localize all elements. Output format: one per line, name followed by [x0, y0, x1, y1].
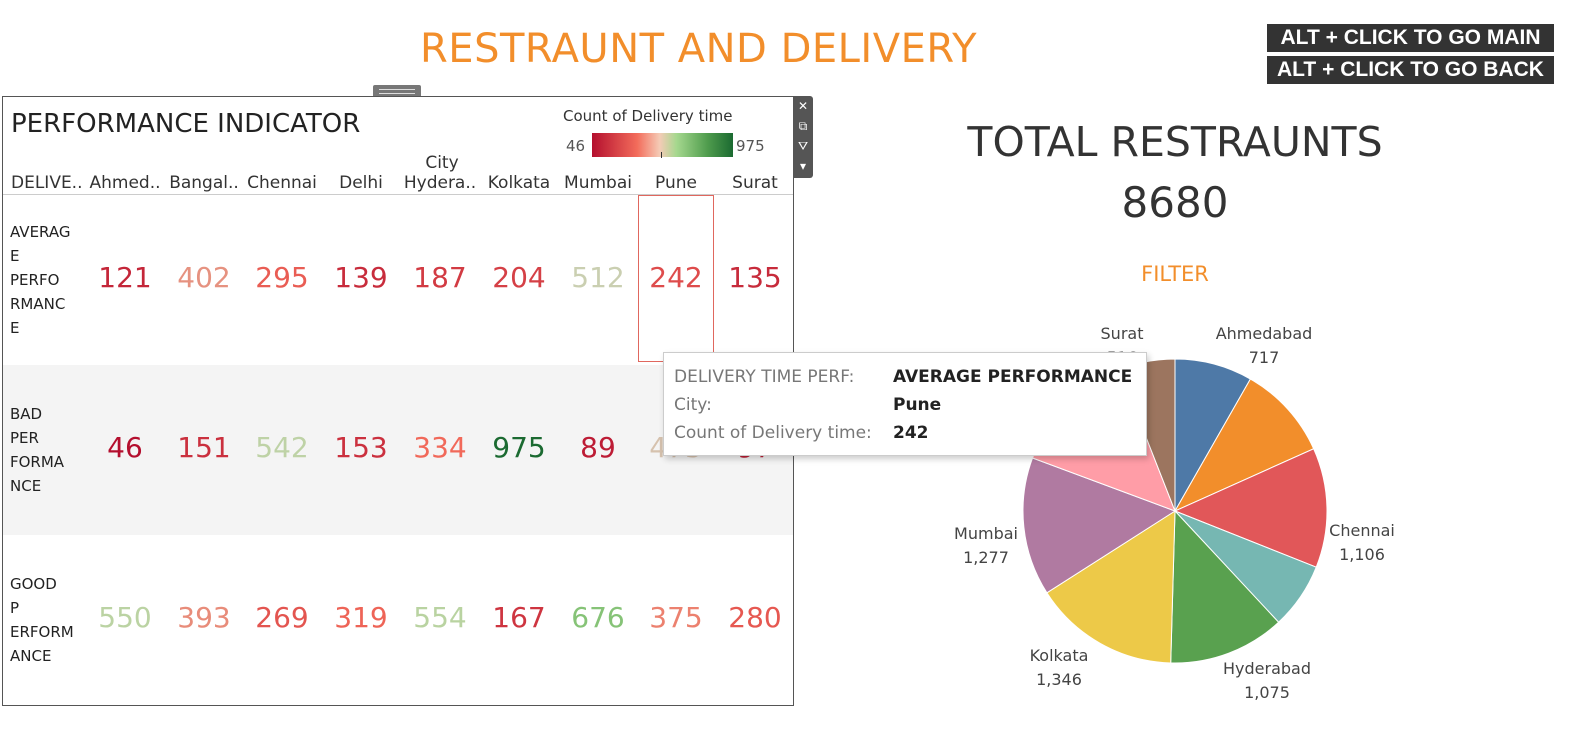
heatmap-cell[interactable]: 319 [334, 601, 388, 634]
filter-icon[interactable]: ⛛ [797, 139, 809, 153]
panel-toolbar: ✕ ⧉ ⛛ ▾ [793, 96, 813, 178]
color-legend-title: Count of Delivery time [563, 107, 733, 125]
kpi-value: 8680 [1121, 178, 1229, 227]
pie-label-name: Hyderabad [1223, 659, 1311, 678]
heatmap-cell[interactable]: 676 [571, 601, 625, 634]
kpi-label: TOTAL RESTRAUNTS [967, 118, 1383, 166]
heatmap-cell[interactable]: 334 [413, 431, 467, 464]
heatmap-row [3, 535, 793, 705]
heatmap-tooltip: DELIVERY TIME PERF: AVERAGE PERFORMANCE … [663, 352, 1147, 456]
color-legend-max: 975 [736, 137, 765, 155]
performance-indicator-panel: PERFORMANCE INDICATOR Count of Delivery … [2, 96, 794, 706]
pie-label-name: Kolkata [1030, 646, 1089, 665]
heatmap-row [3, 195, 793, 365]
pie-slice-bangalore[interactable] [1173, 378, 1315, 513]
tooltip-value: 242 [893, 423, 929, 443]
heatmap-cell[interactable]: 153 [334, 431, 388, 464]
heatmap-cell[interactable]: 402 [177, 261, 231, 294]
heatmap-cell[interactable]: 167 [492, 601, 546, 634]
row-header-label[interactable]: DELIVE.. [11, 173, 83, 193]
tooltip-key: City: [674, 395, 712, 415]
pie-slice-hyderabad[interactable] [1170, 509, 1280, 664]
heatmap-cell[interactable]: 375 [649, 601, 703, 634]
pie-label-value: 1,106 [1339, 545, 1385, 564]
column-axis-title: City [425, 153, 459, 173]
panel-drag-handle[interactable] [373, 85, 421, 97]
heatmap-cell[interactable]: 242 [649, 261, 703, 294]
pie-label-name: Chennai [1329, 521, 1395, 540]
menu-caret-icon[interactable]: ▾ [799, 159, 807, 173]
heatmap-cell[interactable]: 554 [413, 601, 467, 634]
pie-slice-chennai[interactable] [1173, 448, 1328, 568]
heatmap-cell[interactable]: 187 [413, 261, 467, 294]
column-header[interactable]: Delhi [339, 173, 383, 193]
tooltip-value: Pune [893, 395, 942, 415]
heatmap-cell[interactable]: 280 [728, 601, 782, 634]
row-label[interactable]: AVERAG E PERFO RMANC E [10, 223, 71, 337]
column-header[interactable]: Kolkata [487, 173, 551, 193]
heatmap-cell[interactable]: 269 [255, 601, 309, 634]
tooltip-key: Count of Delivery time: [674, 423, 872, 443]
column-header[interactable]: Surat [732, 173, 778, 193]
column-header[interactable]: Mumbai [564, 173, 632, 193]
popout-icon[interactable]: ⧉ [798, 119, 808, 133]
heatmap-cell[interactable]: 89 [580, 431, 616, 464]
row-label[interactable]: BAD PER FORMA NCE [10, 405, 65, 495]
column-header[interactable]: Ahmed.. [89, 173, 161, 193]
header-divider [3, 194, 793, 195]
column-header[interactable]: Pune [655, 173, 697, 193]
go-main-button[interactable]: ALT + CLICK TO GO MAIN [1267, 24, 1554, 52]
heatmap-cell[interactable]: 393 [177, 601, 231, 634]
row-label[interactable]: GOOD P ERFORM ANCE [10, 575, 74, 665]
heatmap-title: PERFORMANCE INDICATOR [11, 109, 361, 139]
color-legend-bar[interactable] [592, 133, 733, 157]
column-header[interactable]: Bangal.. [169, 173, 239, 193]
pie-label-value: 1,277 [963, 548, 1009, 567]
go-back-button[interactable]: ALT + CLICK TO GO BACK [1267, 56, 1554, 84]
color-legend-min: 46 [566, 137, 586, 155]
heatmap-cell[interactable]: 139 [334, 261, 388, 294]
heatmap-cell[interactable]: 295 [255, 261, 309, 294]
heatmap-cell[interactable]: 542 [255, 431, 309, 464]
filter-title: FILTER [1141, 262, 1209, 286]
pie-label-name: Ahmedabad [1216, 324, 1313, 343]
heatmap-cell[interactable]: 135 [728, 261, 782, 294]
heatmap-cell[interactable]: 151 [177, 431, 231, 464]
dashboard-title: RESTRAUNT AND DELIVERY [420, 26, 978, 72]
pie-slice-kolkata[interactable] [1046, 510, 1176, 664]
column-header[interactable]: Hydera.. [403, 173, 477, 193]
heatmap-cell[interactable]: 975 [492, 431, 546, 464]
pie-label-name: Mumbai [954, 524, 1018, 543]
close-icon[interactable]: ✕ [797, 99, 809, 113]
pie-label-value: 1,346 [1036, 670, 1082, 689]
column-header[interactable]: Chennai [247, 173, 317, 193]
pie-slice-mumbai[interactable] [1022, 457, 1177, 594]
heatmap-cell[interactable]: 121 [98, 261, 152, 294]
pie-label-name: Surat [1101, 324, 1144, 343]
heatmap-cell[interactable]: 204 [492, 261, 546, 294]
heatmap-row [3, 365, 793, 535]
heatmap-cell[interactable]: 550 [98, 601, 152, 634]
pie-label-value: 1,075 [1244, 683, 1290, 702]
color-legend-tick [661, 152, 662, 158]
tooltip-key: DELIVERY TIME PERF: [674, 367, 855, 387]
heatmap-cell[interactable]: 512 [571, 261, 625, 294]
heatmap-cell[interactable]: 46 [107, 431, 143, 464]
tooltip-value: AVERAGE PERFORMANCE [893, 367, 1133, 387]
pie-label-value: 717 [1249, 348, 1280, 367]
